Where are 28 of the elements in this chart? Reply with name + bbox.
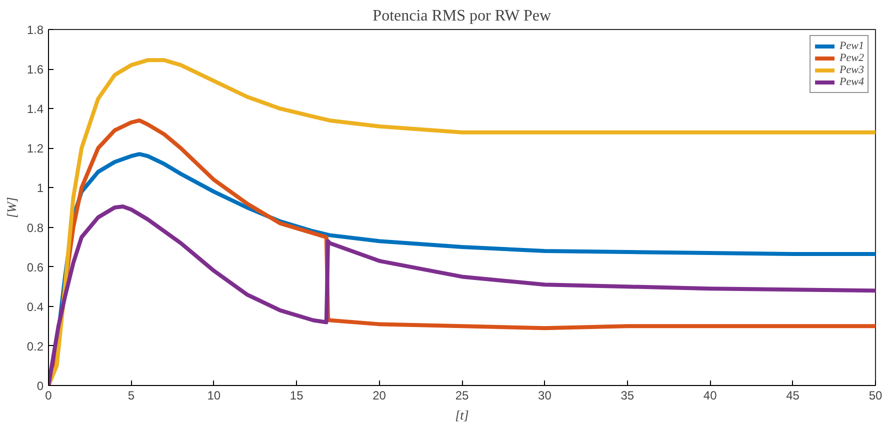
x-tick-label: 25 xyxy=(455,388,469,402)
x-tick-label: 45 xyxy=(786,388,800,402)
y-tick-label: 0.2 xyxy=(26,339,44,354)
y-axis-title: [W] xyxy=(4,197,19,218)
x-tick-label: 15 xyxy=(290,388,304,402)
x-tick-label: 40 xyxy=(703,388,718,402)
y-tick-label: 1.2 xyxy=(26,142,44,156)
x-tick-label: 5 xyxy=(128,388,135,402)
x-tick-label: 10 xyxy=(207,388,221,402)
legend-label: Pew3 xyxy=(840,64,864,76)
y-tick-label: 0 xyxy=(36,379,44,393)
chart-title: Potencia RMS por RW Pew xyxy=(372,8,552,24)
y-tick-label: 1.8 xyxy=(26,23,44,37)
y-tick-label: 0.6 xyxy=(26,260,44,274)
x-tick-label: 50 xyxy=(868,388,882,402)
x-tick-label: 0 xyxy=(45,388,52,402)
legend-label: Pew2 xyxy=(840,52,864,64)
x-tick-label: 20 xyxy=(372,388,386,402)
legend-label: Pew1 xyxy=(840,40,864,52)
x-tick-label: 30 xyxy=(538,388,552,402)
y-tick-label: 0.4 xyxy=(26,300,44,314)
x-tick-label: 35 xyxy=(620,388,634,402)
y-tick-label: 0.8 xyxy=(26,220,44,235)
y-tick-label: 1 xyxy=(36,181,44,196)
y-tick-label: 1.4 xyxy=(26,102,44,116)
y-tick-label: 1.6 xyxy=(26,62,44,77)
x-axis-title: [t] xyxy=(455,408,469,422)
legend-label: Pew4 xyxy=(840,76,864,88)
